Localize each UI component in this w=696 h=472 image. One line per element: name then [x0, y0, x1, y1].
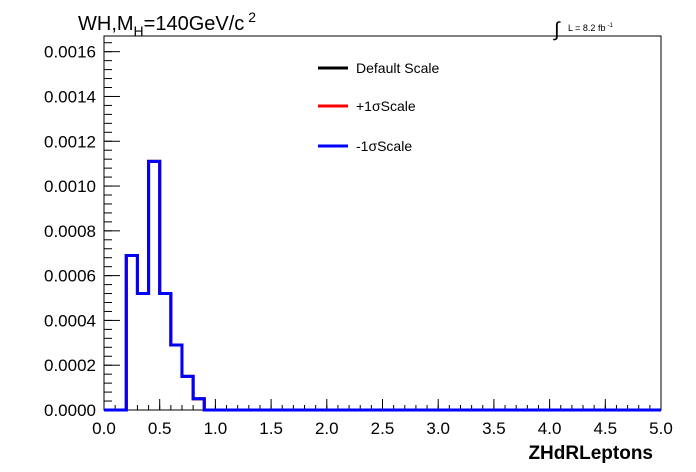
lumi-sup: -1 — [607, 23, 613, 29]
title-main: WH,M — [78, 13, 134, 35]
legend-entry: -1σScale — [356, 138, 412, 154]
lumi-label: ∫ L = 8.2 fb -1 — [553, 19, 613, 41]
lumi-prefix: L = 8.2 fb — [568, 23, 605, 33]
series-line-1 — [104, 159, 661, 412]
y-tick-label: 0.0010 — [44, 177, 96, 196]
y-tick-label: 0.0012 — [44, 132, 96, 151]
x-tick-label: 4.0 — [538, 419, 562, 438]
series-line-3 — [104, 159, 661, 412]
x-tick-label: 3.5 — [482, 419, 506, 438]
x-tick-label: 2.0 — [315, 419, 339, 438]
x-tick-label: 1.5 — [259, 419, 283, 438]
title-rest: =140GeV/c — [144, 13, 245, 35]
x-tick-label: 2.5 — [371, 419, 395, 438]
x-tick-label: 5.0 — [649, 419, 673, 438]
y-tick-label: 0.0002 — [44, 356, 96, 375]
x-axis-label: ZHdRLeptons — [528, 443, 653, 464]
y-tick-label: 0.0014 — [44, 87, 96, 106]
x-tick-label: 0.0 — [92, 419, 116, 438]
axes: 0.0 0.5 1.0 1.5 2.0 2.5 3.0 3.5 4.0 4.5 5.0 0.0000 0… — [44, 42, 673, 438]
title-sub: H — [134, 23, 144, 39]
y-tick-label: 0.0016 — [44, 43, 96, 62]
y-tick-label: 0.0004 — [44, 311, 96, 330]
y-tick-label: 0.0000 — [44, 401, 96, 420]
legend-entry: Default Scale — [356, 60, 439, 76]
plot-frame — [103, 35, 662, 411]
x-tick-label: 4.5 — [593, 419, 617, 438]
x-tick-label: 1.0 — [204, 419, 228, 438]
x-tick-label: 3.0 — [426, 419, 450, 438]
series-layer — [104, 159, 661, 412]
lumi-text: L = 8.2 fb -1 — [568, 23, 613, 33]
legend: Default Scale +1σScale -1σScale — [318, 60, 439, 154]
y-tick-label: 0.0006 — [44, 267, 96, 286]
integral-sign: ∫ — [553, 19, 561, 41]
title-sup: 2 — [248, 9, 256, 25]
chart-title: WH,MH=140GeV/c 2 — [78, 9, 256, 39]
legend-entry: +1σScale — [356, 98, 416, 114]
y-tick-label: 0.0008 — [44, 222, 96, 241]
series-line-2 — [104, 159, 661, 412]
x-tick-label: 0.5 — [148, 419, 172, 438]
